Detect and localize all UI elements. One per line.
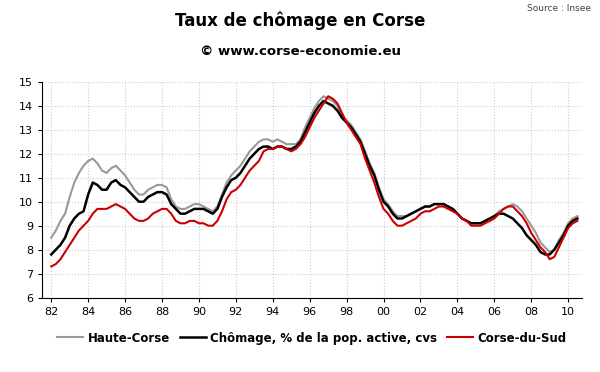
Haute-Corse: [546, 250, 553, 254]
Haute-Corse: [246, 149, 253, 154]
Haute-Corse: [514, 204, 521, 209]
Text: Source : Insee: Source : Insee: [527, 4, 591, 13]
Chômage, % de la pop. active, cvs: [320, 99, 327, 103]
Corse-du-Sud: [167, 211, 175, 216]
Haute-Corse: [218, 192, 226, 197]
Text: © www.corse-economie.eu: © www.corse-economie.eu: [199, 45, 401, 58]
Chômage, % de la pop. active, cvs: [47, 252, 55, 257]
Haute-Corse: [117, 168, 124, 173]
Chômage, % de la pop. active, cvs: [117, 183, 124, 187]
Haute-Corse: [167, 197, 175, 202]
Line: Chômage, % de la pop. active, cvs: Chômage, % de la pop. active, cvs: [51, 101, 577, 254]
Haute-Corse: [320, 94, 327, 99]
Legend: Haute-Corse, Chômage, % de la pop. active, cvs, Corse-du-Sud: Haute-Corse, Chômage, % de la pop. activ…: [58, 331, 566, 344]
Corse-du-Sud: [514, 209, 521, 214]
Chômage, % de la pop. active, cvs: [167, 202, 175, 206]
Chômage, % de la pop. active, cvs: [371, 173, 378, 177]
Corse-du-Sud: [218, 209, 226, 214]
Corse-du-Sud: [371, 180, 378, 185]
Corse-du-Sud: [574, 219, 581, 223]
Corse-du-Sud: [47, 264, 55, 269]
Chômage, % de la pop. active, cvs: [574, 216, 581, 221]
Chômage, % de la pop. active, cvs: [514, 221, 521, 225]
Corse-du-Sud: [325, 94, 332, 99]
Chômage, % de la pop. active, cvs: [246, 156, 253, 161]
Line: Corse-du-Sud: Corse-du-Sud: [51, 96, 577, 266]
Corse-du-Sud: [117, 204, 124, 209]
Text: Taux de chômage en Corse: Taux de chômage en Corse: [175, 11, 425, 30]
Chômage, % de la pop. active, cvs: [218, 195, 226, 199]
Corse-du-Sud: [246, 168, 253, 173]
Haute-Corse: [47, 235, 55, 240]
Haute-Corse: [371, 171, 378, 175]
Haute-Corse: [574, 214, 581, 218]
Line: Haute-Corse: Haute-Corse: [51, 96, 577, 252]
